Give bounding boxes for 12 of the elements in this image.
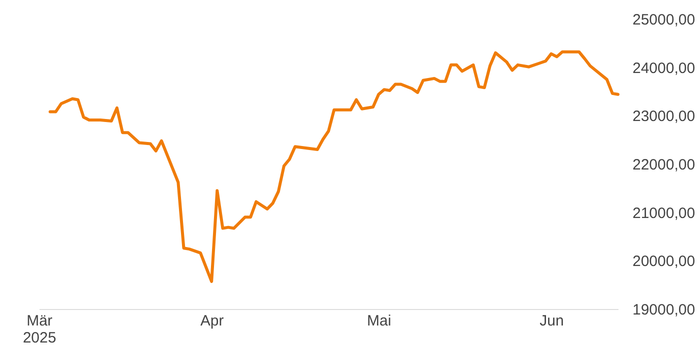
y-tick-label: 23000,00 [632, 108, 696, 126]
y-tick-label: 25000,00 [632, 12, 696, 28]
y-tick-label: 21000,00 [632, 204, 696, 222]
y-tick-label: 20000,00 [632, 253, 696, 270]
x-tick-label: Mär 2025 [22, 312, 56, 346]
y-tick-label: 22000,00 [632, 156, 696, 174]
y-tick-label: 24000,00 [632, 60, 696, 77]
x-tick-label: Apr [200, 312, 224, 330]
x-tick-label: Jun [540, 312, 564, 330]
y-tick-label: 19000,00 [632, 302, 696, 318]
x-tick-label: Mai [367, 312, 392, 330]
line-series [48, 50, 620, 283]
